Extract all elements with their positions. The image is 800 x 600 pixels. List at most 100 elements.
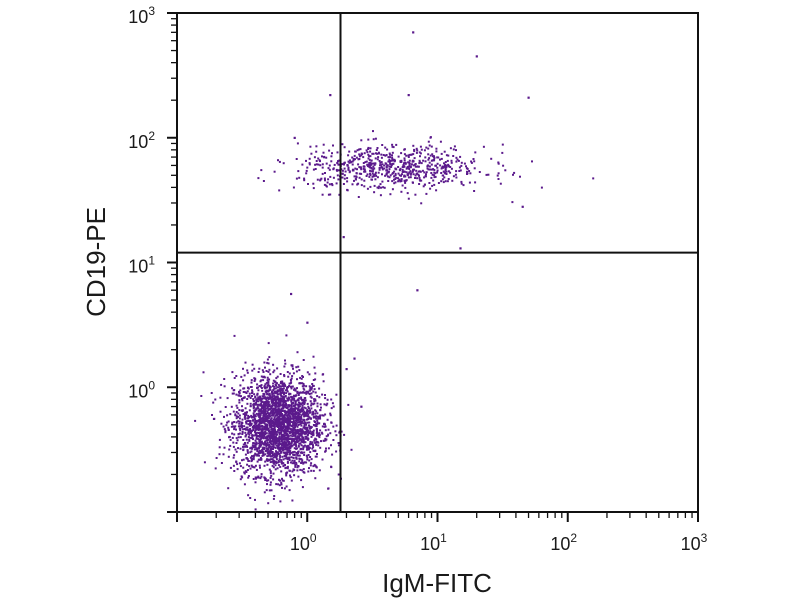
data-point: [344, 170, 347, 173]
data-point: [474, 181, 477, 184]
data-point: [238, 420, 241, 423]
data-point: [300, 444, 303, 447]
data-point: [212, 401, 215, 404]
data-point: [254, 434, 257, 437]
data-point: [253, 418, 256, 420]
data-point: [455, 176, 458, 179]
data-point: [409, 173, 412, 176]
data-point: [245, 433, 248, 436]
data-point: [300, 396, 303, 399]
data-point: [452, 175, 455, 178]
data-point: [260, 169, 263, 172]
data-point: [389, 156, 391, 159]
data-point: [428, 182, 431, 184]
data-point: [259, 421, 262, 424]
data-point: [282, 423, 285, 426]
data-point: [372, 138, 375, 141]
data-point: [246, 458, 249, 461]
data-point: [323, 183, 326, 186]
data-point: [297, 170, 300, 173]
data-point: [299, 419, 302, 422]
data-point: [260, 443, 262, 446]
data-point: [283, 417, 286, 420]
data-point: [284, 445, 287, 448]
data-point: [350, 160, 353, 163]
data-point: [272, 432, 275, 435]
data-point: [274, 454, 277, 457]
data-point: [397, 166, 400, 168]
data-point: [290, 442, 292, 445]
data-point: [252, 438, 254, 441]
data-point: [293, 421, 296, 424]
data-point: [260, 458, 263, 461]
data-point: [271, 413, 274, 416]
data-point: [264, 383, 267, 386]
data-point: [280, 389, 283, 392]
data-point: [292, 440, 295, 443]
data-point: [309, 456, 312, 458]
data-point: [444, 169, 447, 172]
data-point: [393, 170, 396, 173]
data-point: [252, 466, 255, 469]
data-point: [324, 179, 326, 182]
data-point: [260, 428, 263, 431]
data-point: [243, 472, 246, 475]
data-point: [367, 157, 370, 160]
data-point: [304, 427, 307, 430]
data-point: [255, 401, 258, 404]
data-point: [332, 168, 335, 171]
data-point: [325, 435, 328, 438]
data-point: [370, 159, 373, 162]
data-point: [367, 138, 370, 141]
data-point: [279, 409, 282, 412]
data-point: [281, 414, 284, 417]
data-point: [246, 371, 249, 374]
data-point: [309, 395, 312, 398]
data-point: [285, 412, 287, 414]
data-point: [319, 417, 322, 420]
data-point: [315, 410, 318, 413]
data-point: [292, 426, 295, 429]
data-point: [274, 411, 277, 414]
data-point: [275, 377, 278, 380]
data-point: [270, 423, 273, 426]
data-point: [286, 467, 289, 470]
data-point: [270, 443, 273, 446]
data-point: [260, 451, 263, 454]
data-point: [309, 464, 312, 467]
data-point: [288, 469, 291, 472]
data-point: [263, 464, 266, 467]
data-point: [312, 379, 315, 381]
data-point: [249, 386, 252, 388]
data-point: [440, 180, 443, 183]
data-point: [253, 426, 256, 429]
data-point: [262, 406, 265, 409]
data-point: [285, 410, 288, 413]
data-point: [312, 403, 315, 406]
data-point: [429, 136, 432, 139]
data-point: [407, 166, 410, 169]
data-point: [315, 415, 318, 418]
data-point: [235, 417, 238, 420]
data-point: [279, 399, 282, 402]
data-point: [280, 481, 283, 484]
data-point: [368, 165, 371, 168]
data-point: [271, 464, 274, 467]
data-point: [265, 439, 268, 442]
data-point: [259, 425, 262, 428]
data-point: [277, 438, 280, 441]
data-point: [308, 157, 311, 160]
data-point: [326, 402, 329, 405]
data-point: [313, 439, 316, 442]
data-point: [298, 438, 301, 440]
data-point: [328, 183, 331, 186]
data-point: [288, 449, 291, 452]
data-point: [278, 405, 281, 408]
data-point: [242, 449, 245, 452]
data-point: [298, 397, 301, 400]
data-point: [290, 292, 293, 296]
data-point: [399, 160, 402, 163]
data-point: [303, 419, 306, 422]
data-point: [277, 429, 280, 432]
data-point: [345, 368, 348, 371]
